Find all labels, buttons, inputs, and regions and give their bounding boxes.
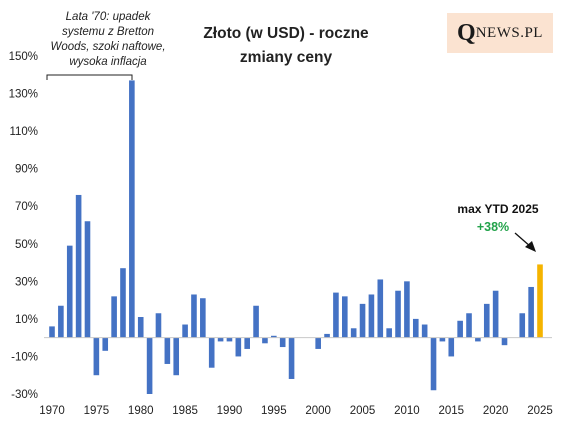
bar-1990 <box>226 337 233 342</box>
seventies-annotation-line: wysoka inflacja <box>69 56 147 68</box>
bar-1984 <box>173 337 180 376</box>
bar-2019 <box>483 303 490 338</box>
y-tick-label: 70% <box>15 201 38 213</box>
bar-2008 <box>386 328 392 338</box>
bar-2003 <box>342 296 348 338</box>
y-tick-label: 110% <box>9 126 38 138</box>
x-tick-label: 2000 <box>305 405 331 417</box>
bar-2011 <box>412 318 419 338</box>
bar-2004 <box>350 328 357 338</box>
x-tick-label: 2015 <box>438 405 464 417</box>
bar-2005 <box>359 303 366 338</box>
bar-1995 <box>271 335 277 338</box>
y-tick-label: -10% <box>11 351 38 363</box>
y-tick-label: 150% <box>9 51 38 63</box>
bar-2021 <box>501 337 508 346</box>
bar-1992 <box>244 337 250 349</box>
bar-2007 <box>377 279 384 338</box>
bar-1974 <box>84 221 91 338</box>
y-tick-label: 90% <box>15 164 38 176</box>
bar-2009 <box>395 290 401 338</box>
bar-2001 <box>324 333 330 338</box>
logo-text: NEWS.PL <box>475 24 543 41</box>
bar-1987 <box>200 298 206 338</box>
bar-1975 <box>93 337 100 376</box>
bar-1986 <box>191 294 197 338</box>
chart-title: Złoto (w USD) - roczne zmiany ceny <box>203 25 369 66</box>
x-tick-label: 2025 <box>527 405 553 417</box>
y-tick-label: 10% <box>15 314 38 326</box>
y-tick-label: -30% <box>11 389 38 401</box>
y-tick-label: 30% <box>15 276 38 288</box>
bar-2010 <box>404 281 410 338</box>
x-tick-label: 1980 <box>128 405 154 417</box>
bar-1977 <box>111 296 117 338</box>
bar-1994 <box>262 337 268 344</box>
bar-2023 <box>519 313 526 338</box>
x-tick-label: 2005 <box>350 405 376 417</box>
x-tick-label: 2020 <box>483 405 509 417</box>
bar-1970 <box>49 326 55 338</box>
bar-1993 <box>253 305 259 338</box>
bar-2024 <box>528 286 534 338</box>
x-tick-label: 1985 <box>172 405 198 417</box>
ytd-arrowhead <box>525 241 536 252</box>
bar-2006 <box>368 294 375 338</box>
bar-2015 <box>448 337 455 357</box>
bar-1996 <box>279 337 286 348</box>
seventies-annotation-line: systemu z Bretton <box>61 26 155 38</box>
x-tick-label: 1975 <box>84 405 110 417</box>
bar-1982 <box>155 313 162 338</box>
ytd-label: max YTD 2025 <box>457 202 539 216</box>
bar-1978 <box>120 268 126 338</box>
bar-1972 <box>66 245 73 338</box>
bar-1979 <box>129 80 135 338</box>
bar-1971 <box>58 305 64 338</box>
seventies-annotation-line: Woods, szoki naftowe, <box>50 41 166 53</box>
logo-initial: Q <box>457 19 476 46</box>
bar-1983 <box>164 337 171 364</box>
bar-2017 <box>466 313 472 338</box>
bar-2016 <box>457 320 463 338</box>
bar-2018 <box>475 337 481 342</box>
y-tick-label: 50% <box>15 239 38 251</box>
bar-1980 <box>137 317 144 338</box>
y-tick-label: 130% <box>9 89 38 101</box>
bar-1973 <box>75 194 82 338</box>
bar-1981 <box>146 337 153 394</box>
x-axis: 1970 1975 1980 1985 1990 1995 2000 2005 2010 2015… <box>39 405 553 417</box>
x-tick-label: 2010 <box>394 405 420 417</box>
qnews-logo: Q NEWS.PL <box>447 13 553 53</box>
bar-2000 <box>315 337 321 349</box>
bar-1976 <box>102 337 109 351</box>
bar-1985 <box>182 324 188 338</box>
bar-2002 <box>333 292 339 338</box>
y-axis: -30% -10% 10% 30% 50% 70% 90% 110% 130% 150% <box>9 51 38 401</box>
seventies-annotation: Lata '70: upadek systemu z Bretton Woods… <box>38 10 178 70</box>
bar-1989 <box>217 337 224 342</box>
bars <box>49 80 543 394</box>
x-tick-label: 1995 <box>261 405 287 417</box>
bar-1988 <box>208 337 215 368</box>
ytd-value: +38% <box>476 220 510 234</box>
seventies-bracket <box>46 74 133 80</box>
x-tick-label: 1970 <box>39 405 65 417</box>
bar-2012 <box>421 324 428 338</box>
bar-2013 <box>430 337 437 391</box>
bar-highlight-2025 <box>537 264 543 338</box>
bar-1997 <box>288 337 295 379</box>
bar-1991 <box>235 337 242 357</box>
bar-2014 <box>439 337 446 342</box>
seventies-annotation-line: Lata '70: upadek <box>65 11 151 23</box>
bar-2020 <box>492 290 499 338</box>
x-tick-label: 1990 <box>217 405 243 417</box>
